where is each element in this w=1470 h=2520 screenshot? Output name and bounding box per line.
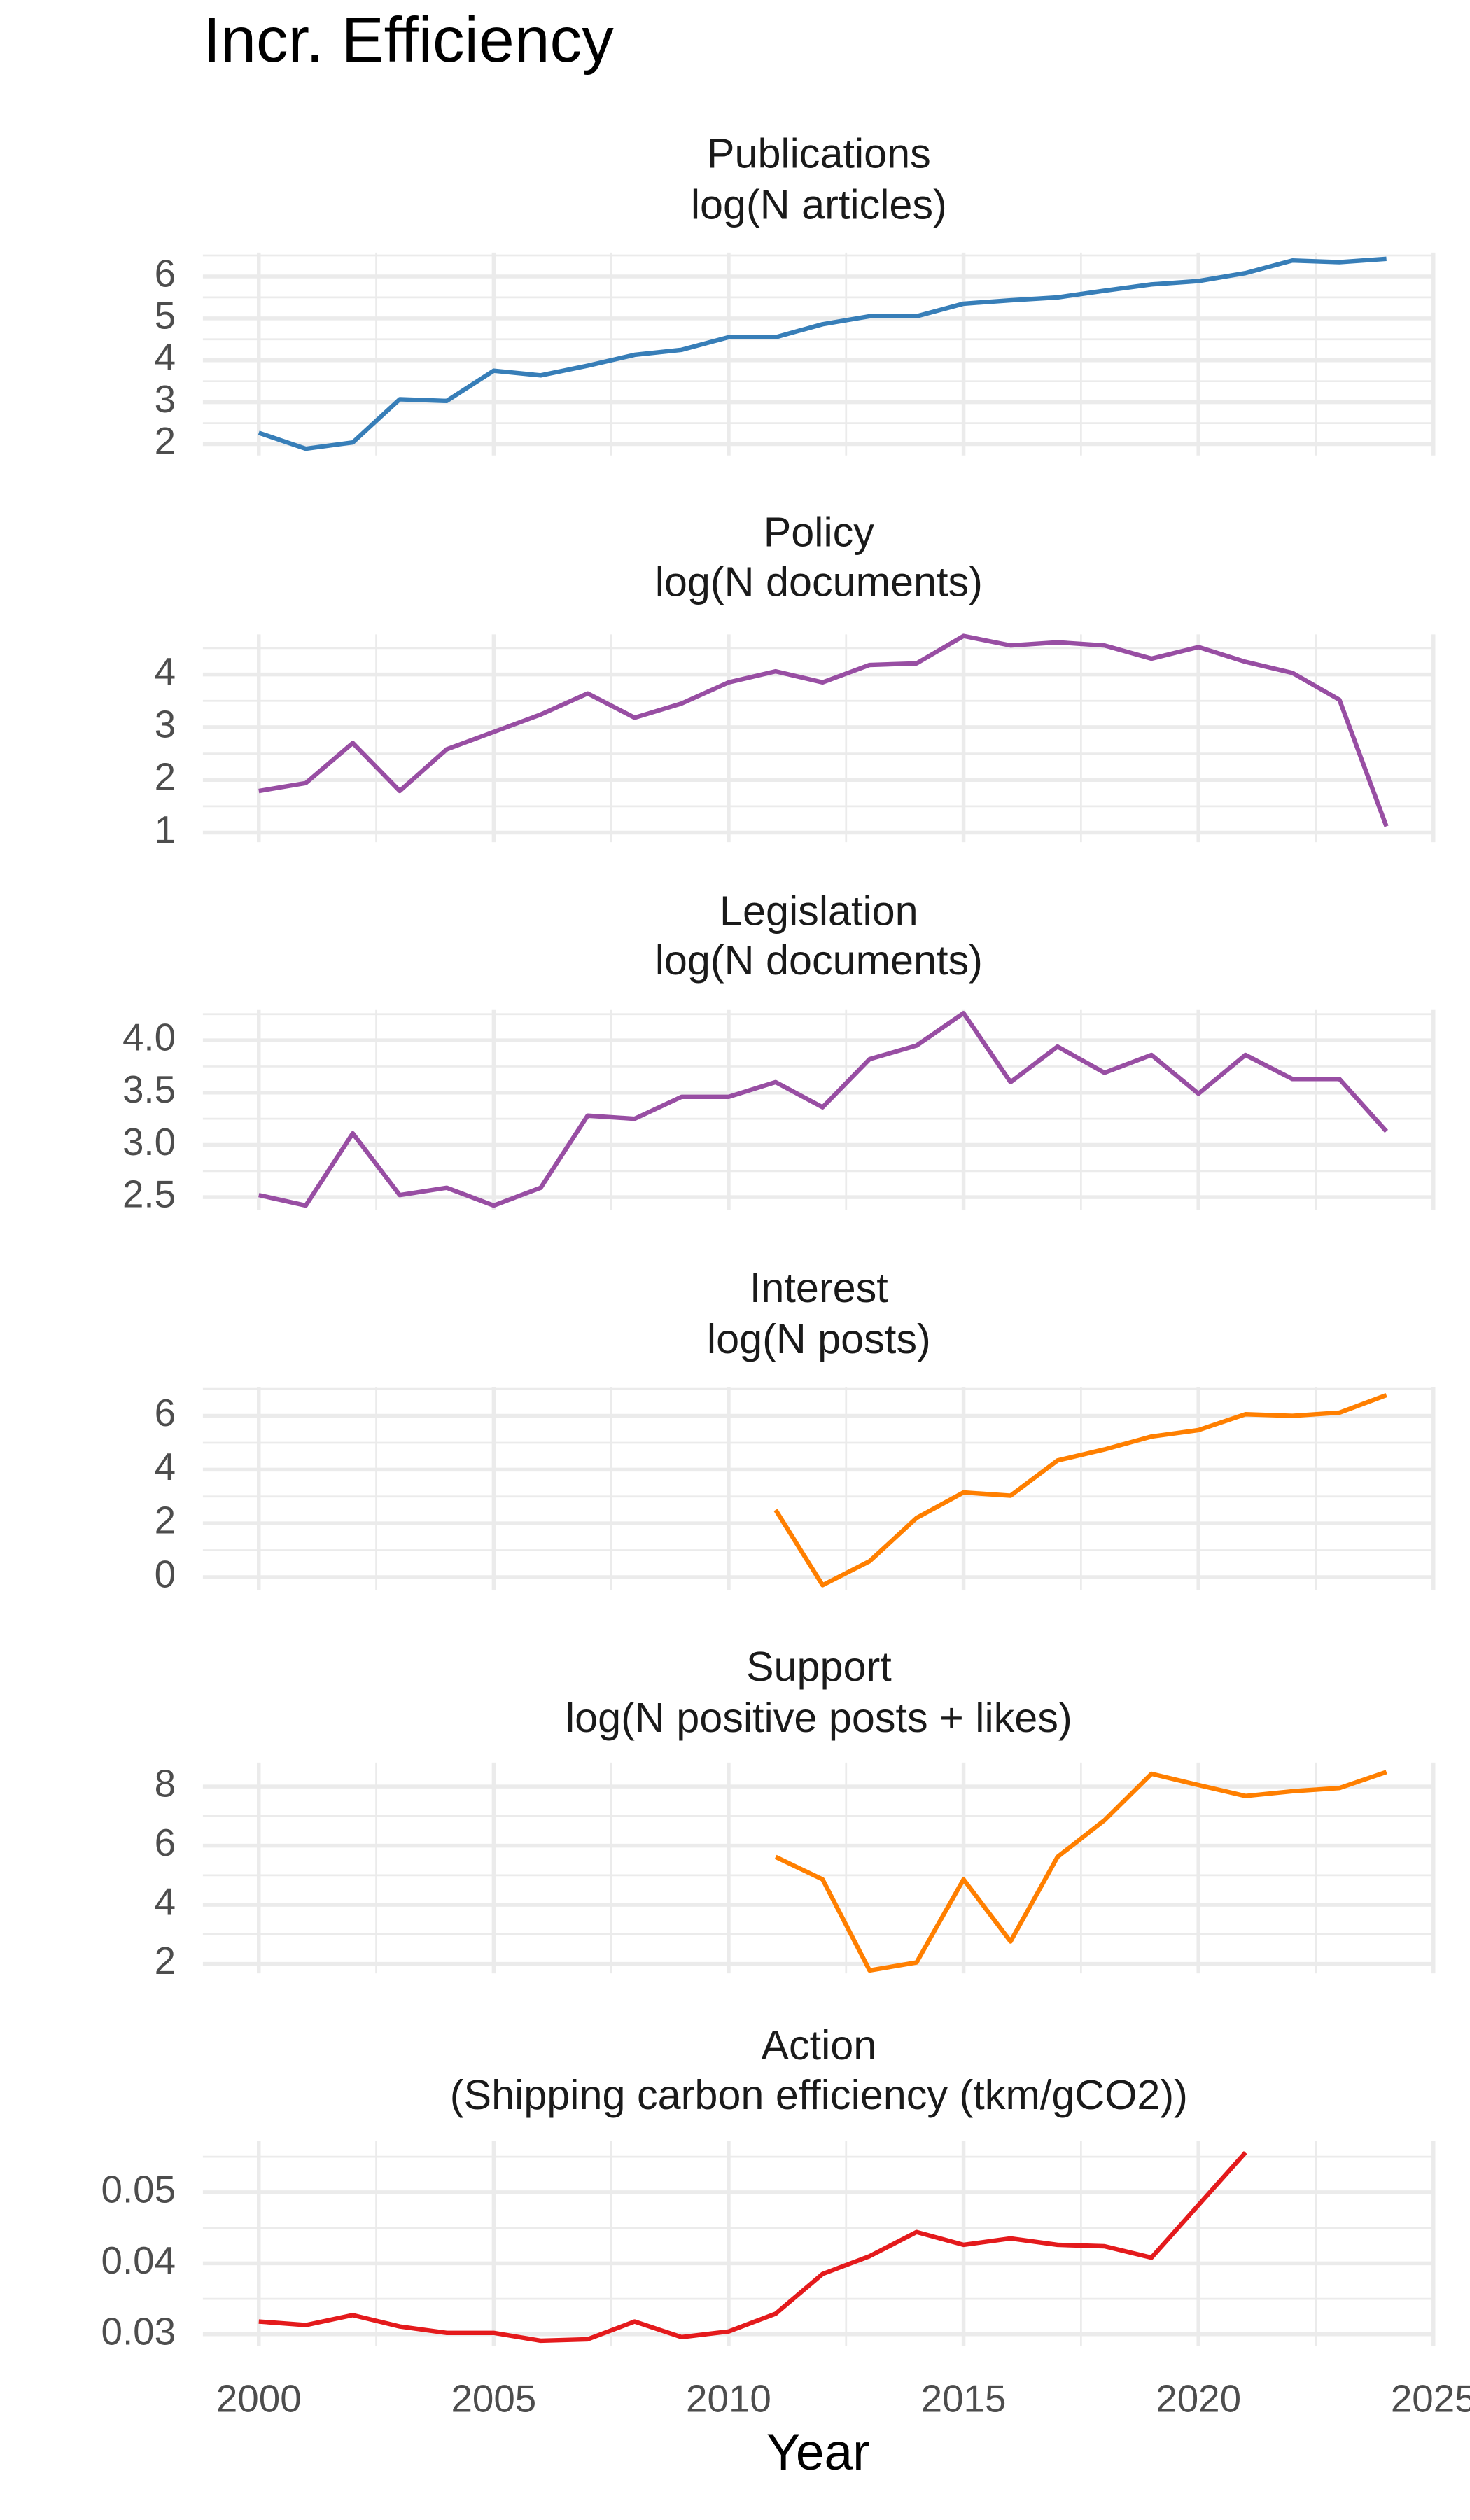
y-tick-label: 2.5 <box>122 1172 176 1216</box>
y-tick-label: 6 <box>155 1821 176 1864</box>
y-tick-label: 3 <box>155 377 176 421</box>
x-tick-label: 2005 <box>451 2376 536 2420</box>
panel-subtitle: log(N positive posts + likes) <box>566 1694 1072 1741</box>
y-tick-label: 3 <box>155 702 176 746</box>
panel-subtitle: log(N documents) <box>655 558 983 605</box>
panel-title: Legislation <box>720 887 918 934</box>
data-line <box>258 2150 1247 2344</box>
y-tick-label: 4.0 <box>122 1016 176 1059</box>
y-tick-label: 0.04 <box>101 2239 176 2282</box>
panel-subtitle: log(N posts) <box>707 1315 931 1362</box>
y-tick-label: 4 <box>155 650 176 693</box>
y-tick-label: 3.0 <box>122 1120 176 1163</box>
y-tick-label: 2 <box>155 1939 176 1982</box>
panel-subtitle: log(N documents) <box>655 937 983 983</box>
y-tick-label: 6 <box>155 1391 176 1434</box>
y-tick-label: 4 <box>155 1880 176 1924</box>
panel-title: Action <box>761 2022 876 2068</box>
x-tick-label: 2010 <box>686 2376 771 2420</box>
y-tick-label: 4 <box>155 335 176 379</box>
data-line <box>774 1392 1387 1588</box>
panel-subtitle: log(N articles) <box>691 181 947 228</box>
y-tick-label: 2 <box>155 755 176 799</box>
y-tick-label: 4 <box>155 1445 176 1488</box>
x-tick-label: 2025 <box>1391 2376 1470 2420</box>
y-tick-label: 2 <box>155 1499 176 1542</box>
x-tick-label: 2015 <box>921 2376 1007 2420</box>
y-tick-label: 1 <box>155 808 176 851</box>
y-tick-label: 0 <box>155 1552 176 1595</box>
y-tick-label: 6 <box>155 251 176 295</box>
x-axis-title: Year <box>766 2424 870 2481</box>
data-line <box>258 634 1389 827</box>
x-tick-label: 2000 <box>216 2376 302 2420</box>
y-tick-label: 8 <box>155 1762 176 1805</box>
y-tick-label: 3.5 <box>122 1068 176 1111</box>
panel-title: Policy <box>764 509 875 556</box>
panel-title: Interest <box>750 1264 888 1311</box>
panel-subtitle: (Shipping carbon efficiency (tkm/gCO2)) <box>450 2071 1188 2118</box>
y-tick-label: 2 <box>155 419 176 463</box>
x-tick-label: 2020 <box>1156 2376 1241 2420</box>
y-tick-label: 0.03 <box>101 2309 176 2353</box>
y-tick-label: 5 <box>155 293 176 337</box>
y-tick-label: 0.05 <box>101 2167 176 2211</box>
data-line <box>258 1011 1389 1208</box>
data-line <box>774 1770 1387 1973</box>
panel-title: Publications <box>707 130 931 177</box>
data-line <box>258 256 1387 451</box>
panel-title: Support <box>746 1643 892 1690</box>
chart-title: Incr. Efficiency <box>203 4 614 76</box>
